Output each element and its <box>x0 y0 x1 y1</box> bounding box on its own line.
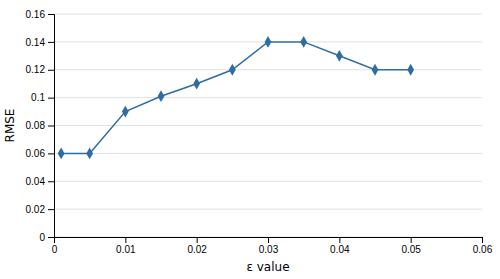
grid-line <box>54 153 482 154</box>
grid <box>54 14 482 237</box>
y-axis-title: RMSE <box>3 109 17 143</box>
tick-label: 0.14 <box>26 37 46 48</box>
marker <box>372 64 379 76</box>
tick-mark <box>268 237 269 243</box>
grid-line <box>54 209 482 210</box>
tick-mark <box>125 237 126 243</box>
tick-mark <box>48 14 54 15</box>
axis-line <box>55 238 483 244</box>
tick: 0.16 <box>26 9 54 20</box>
chart-svg: 0 0.01 0.02 0.03 0.04 0.05 0.06 0 0.02 0.04 0.06 0.… <box>0 0 500 279</box>
plot-area: 0 0.01 0.02 0.03 0.04 0.05 0.06 0 0.02 0.04 0.06 0.… <box>26 9 493 255</box>
tick-mark <box>339 237 340 243</box>
tick-label: 0.04 <box>330 244 350 255</box>
marker <box>336 50 343 62</box>
tick: 0.08 <box>26 120 54 131</box>
x-axis-title: ε value <box>246 260 289 274</box>
tick: 0.06 <box>473 237 493 255</box>
line <box>61 42 411 154</box>
tick-label: 0.02 <box>187 244 207 255</box>
tick-label: 0 <box>52 244 58 255</box>
tick: 0.04 <box>26 176 54 187</box>
tick-mark <box>48 209 54 210</box>
tick: 0.05 <box>401 237 421 255</box>
marker <box>86 147 93 159</box>
tick-mark <box>411 237 412 243</box>
series <box>58 36 414 159</box>
marker <box>122 106 129 118</box>
x-axis: 0 0.01 0.02 0.03 0.04 0.05 0.06 <box>52 237 493 255</box>
y-axis: 0 0.02 0.04 0.06 0.08 0.1 0.12 0.14 0.16 <box>26 9 55 243</box>
axis-line <box>48 15 55 238</box>
tick: 0 <box>39 232 54 243</box>
tick: 0.14 <box>26 37 54 48</box>
tick: 0.02 <box>187 237 207 255</box>
tick-label: 0.12 <box>26 64 46 75</box>
tick-mark <box>48 70 54 71</box>
tick: 0.12 <box>26 64 54 75</box>
tick-mark <box>48 181 54 182</box>
tick-label: 0.06 <box>473 244 493 255</box>
tick-mark <box>48 98 54 99</box>
tick: 0.06 <box>26 148 54 159</box>
tick-label: 0.02 <box>26 204 46 215</box>
grid-line <box>54 125 482 126</box>
tick-mark <box>48 126 54 127</box>
tick-label: 0.04 <box>26 176 46 187</box>
tick-label: 0.06 <box>26 148 46 159</box>
tick: 0.1 <box>31 92 54 103</box>
chart-container: 0 0.01 0.02 0.03 0.04 0.05 0.06 0 0.02 0.04 0.06 0.… <box>0 0 500 279</box>
marker <box>229 64 236 76</box>
tick-mark <box>48 42 54 43</box>
tick-label: 0.1 <box>31 92 45 103</box>
marker <box>407 64 414 76</box>
grid-line <box>54 181 482 182</box>
tick-mark <box>48 237 54 238</box>
tick: 0.04 <box>330 237 350 255</box>
tick-label: 0.01 <box>116 244 136 255</box>
marker <box>58 147 65 159</box>
grid-line <box>54 14 482 15</box>
tick-label: 0.16 <box>26 9 46 20</box>
grid-line <box>54 97 482 98</box>
tick-label: 0.08 <box>26 120 46 131</box>
tick-label: 0.03 <box>259 244 279 255</box>
grid-line <box>54 69 482 70</box>
tick-label: 0 <box>39 232 45 243</box>
marker <box>193 78 200 90</box>
tick: 0 <box>52 237 58 255</box>
tick: 0.01 <box>116 237 136 255</box>
tick-mark <box>197 237 198 243</box>
marker <box>265 36 272 48</box>
tick: 0.03 <box>259 237 279 255</box>
marker <box>158 90 165 102</box>
marker <box>300 36 307 48</box>
tick-label: 0.05 <box>401 244 421 255</box>
tick-mark <box>48 153 54 154</box>
tick-mark <box>482 237 483 243</box>
tick: 0.02 <box>26 204 54 215</box>
